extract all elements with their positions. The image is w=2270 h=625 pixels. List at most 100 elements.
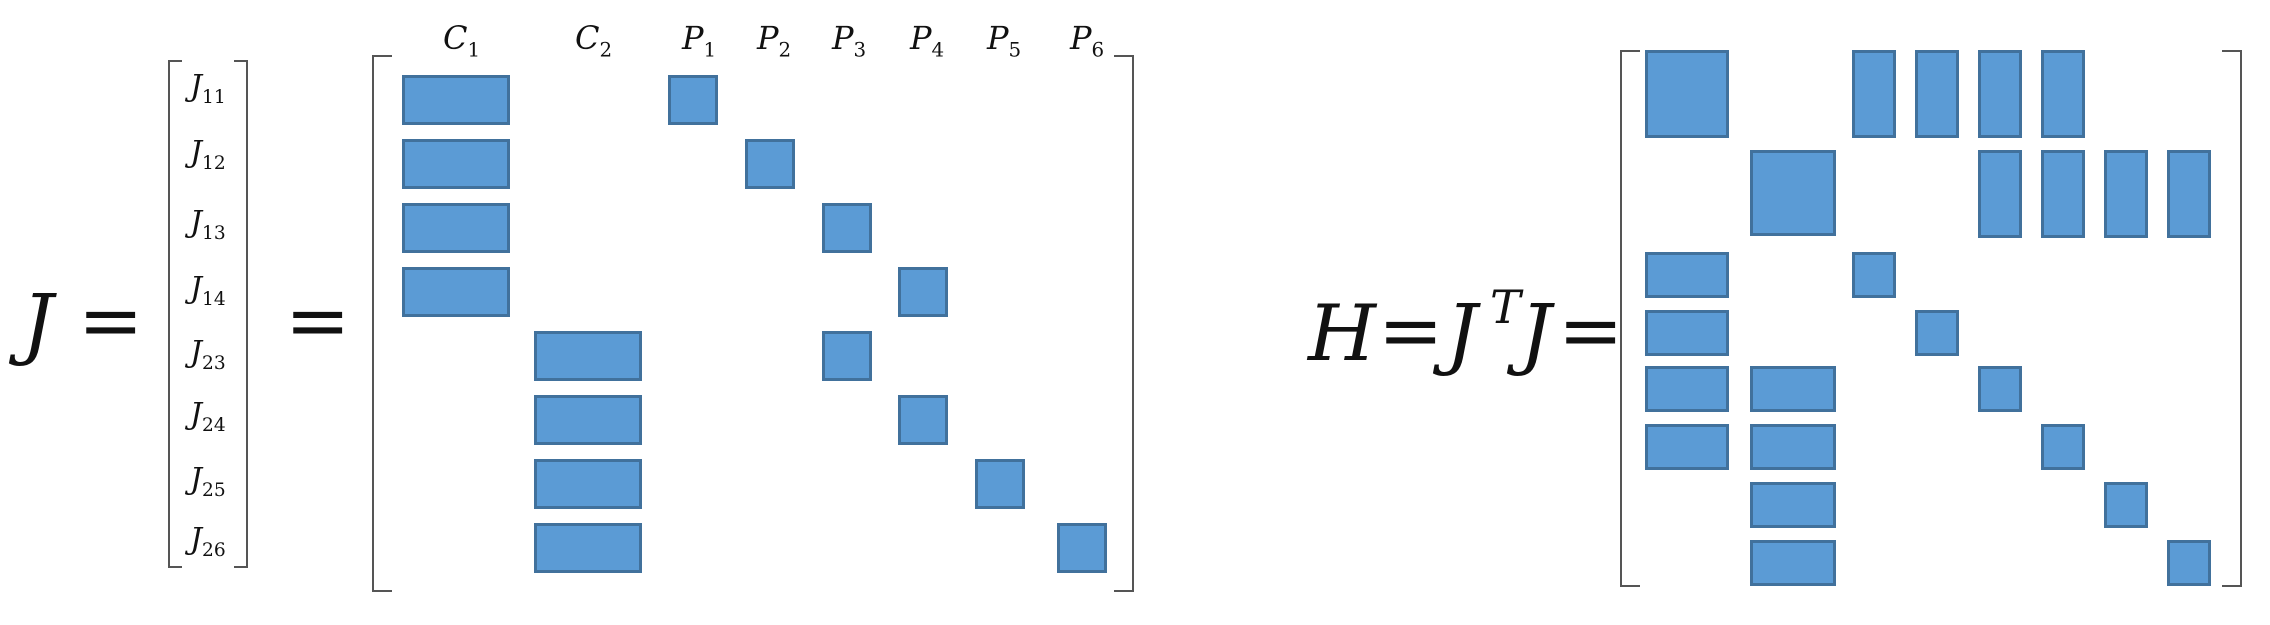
hessian-block-r2-c5 [1978,150,2022,238]
equals-sign-2: = [285,276,351,366]
column-header-p6-subscript: 6 [1091,38,1105,62]
hessian-block-r7-c7 [2104,482,2148,528]
hessian-block-r1-c4 [1915,50,1959,138]
row-label-j12-subscript: 12 [202,153,226,174]
row-label-j11-base: J [190,69,203,104]
hessian-block-r7-c2 [1750,482,1836,528]
hessian-block-r6-c2 [1750,424,1836,470]
row-label-j11: J11 [190,72,226,108]
jacobian-block-r6-c2 [534,395,642,445]
jacobian-right-bracket [1114,55,1134,592]
hessian-block-r1-c3 [1852,50,1896,138]
column-header-p1-base: P [682,19,704,57]
column-header-p3: P3 [832,22,866,60]
jacobian-block-r8-c8 [1057,523,1107,573]
hessian-block-r8-c2 [1750,540,1836,586]
jacobian-block-r1-c1 [402,75,510,125]
column-header-p6-base: P [1070,19,1092,57]
row-label-j13-base: J [190,205,203,240]
jacobian-block-r3-c5 [822,203,872,253]
row-label-j26-subscript: 26 [202,540,226,561]
transpose-superscript: T [1490,280,1521,334]
jacobian-transpose-base: J [1446,289,1478,379]
hessian-block-r8-c8 [2167,540,2211,586]
column-header-p5-subscript: 5 [1008,38,1022,62]
jacobian-left-bracket [372,55,392,592]
column-header-p4-subscript: 4 [931,38,945,62]
hessian-right-bracket [2222,50,2242,587]
equals-sign-3: = [1378,286,1444,376]
jacobian-block-r5-c5 [822,331,872,381]
hessian-block-r3-c3 [1852,252,1896,298]
hessian-left-bracket [1620,50,1640,587]
column-header-c1-base: C [443,19,468,57]
hessian-block-r3-c1 [1645,252,1729,298]
row-label-j13-subscript: 13 [202,223,226,244]
jacobian-block-r7-c7 [975,459,1025,509]
row-label-j13: J13 [190,208,226,244]
hessian-block-r4-c4 [1915,310,1959,356]
row-label-j24: J24 [190,400,226,436]
hessian-block-r2-c6 [2041,150,2085,238]
equals-sign-4: = [1558,286,1624,376]
row-label-j23-base: J [190,335,203,370]
hessian-block-r6-c6 [2041,424,2085,470]
hessian-block-r5-c2 [1750,366,1836,412]
column-header-c1: C1 [443,22,480,60]
row-label-j24-base: J [190,397,203,432]
row-label-j24-subscript: 24 [202,415,226,436]
row-label-j12-base: J [190,135,203,170]
column-header-p1-subscript: 1 [703,38,717,62]
column-vector-right-bracket [234,60,248,568]
column-header-p3-subscript: 3 [853,38,867,62]
hessian-block-r5-c5 [1978,366,2022,412]
jacobian-block-r1-c3 [668,75,718,125]
jacobian-factor: J [1520,289,1552,379]
column-header-p3-base: P [832,19,854,57]
row-label-j12: J12 [190,138,226,174]
jacobian-block-r6-c6 [898,395,948,445]
column-header-p6: P6 [1070,22,1104,60]
column-header-p2-subscript: 2 [778,38,792,62]
hessian-block-r1-c1 [1645,50,1729,138]
jacobian-block-r4-c1 [402,267,510,317]
row-label-j25-base: J [190,462,203,497]
hessian-block-r5-c1 [1645,366,1729,412]
column-header-c2-base: C [575,19,600,57]
column-header-p4: P4 [910,22,944,60]
hessian-block-r2-c2 [1750,150,1836,236]
jacobian-block-r7-c2 [534,459,642,509]
hessian-block-r1-c6 [2041,50,2085,138]
equals-sign-1: = [78,276,144,366]
hessian-block-r1-c5 [1978,50,2022,138]
hessian-block-r4-c1 [1645,310,1729,356]
row-label-j23: J23 [190,338,226,374]
jacobian-block-r3-c1 [402,203,510,253]
column-header-p1: P1 [682,22,716,60]
row-label-j26: J26 [190,525,226,561]
row-label-j14-base: J [190,271,203,306]
column-header-p5: P5 [987,22,1021,60]
jacobian-block-r4-c6 [898,267,948,317]
column-header-c2-subscript: 2 [599,38,613,62]
column-vector-left-bracket [168,60,182,568]
hessian-block-r2-c8 [2167,150,2211,238]
jacobian-block-r5-c2 [534,331,642,381]
column-header-p4-base: P [910,19,932,57]
hessian-block-r6-c1 [1645,424,1729,470]
row-label-j11-subscript: 11 [202,87,226,108]
row-label-j14-subscript: 14 [202,289,226,310]
jacobian-block-r8-c2 [534,523,642,573]
row-label-j14: J14 [190,274,226,310]
hessian-symbol: H [1308,289,1377,379]
jacobian-block-r2-c4 [745,139,795,189]
jacobian-symbol: J [22,279,54,369]
column-header-p2-base: P [757,19,779,57]
hessian-block-r2-c7 [2104,150,2148,238]
column-header-p2: P2 [757,22,791,60]
column-header-c1-subscript: 1 [467,38,481,62]
row-label-j23-subscript: 23 [202,353,226,374]
column-header-c2: C2 [575,22,612,60]
jacobian-block-r2-c1 [402,139,510,189]
